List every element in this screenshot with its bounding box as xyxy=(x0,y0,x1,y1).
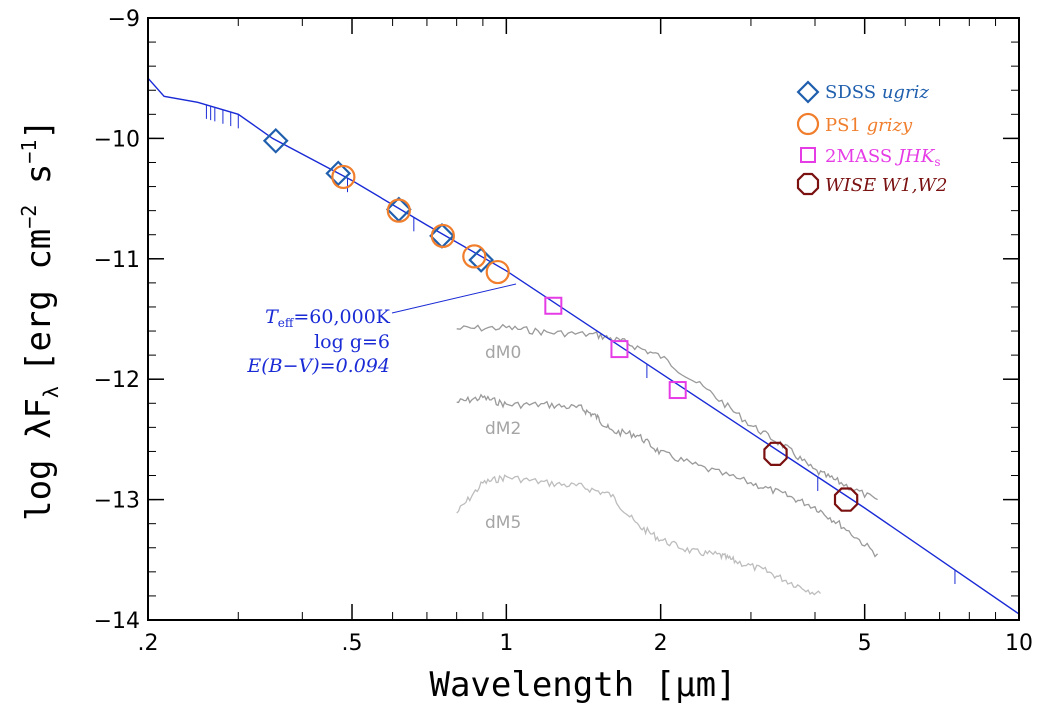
x-tick-label: .5 xyxy=(342,631,363,656)
sdss-point xyxy=(385,196,412,223)
sdss-point xyxy=(262,127,289,154)
x-axis-title: Wavelength [μm] xyxy=(429,665,736,705)
template-spectrum-dm2 xyxy=(456,393,879,558)
model-spectrum xyxy=(147,77,1020,615)
template-label-dm5: dM5 xyxy=(485,513,521,533)
x-tick-label: 1 xyxy=(499,631,513,656)
model-ebv-label: E(B−V)=0.094 xyxy=(246,355,390,377)
y-axis-title-units: [erg cm xyxy=(19,229,59,372)
x-tick-label: 2 xyxy=(654,631,668,656)
circle-marker-icon xyxy=(796,112,820,136)
ps1-point xyxy=(462,244,487,269)
x-tick-label: .2 xyxy=(138,631,159,656)
y-axis-title-exp2: −1 xyxy=(17,140,41,164)
sdss-point xyxy=(429,223,455,249)
photometry-points xyxy=(262,127,859,512)
x-tick-label: 5 xyxy=(858,631,872,656)
legend-label-sdss: SDSS ugriz xyxy=(825,82,929,103)
y-axis-title-close: ] xyxy=(19,119,59,139)
2mass-point xyxy=(544,296,563,315)
2mass-point xyxy=(610,340,629,359)
teff-value: =60,000K xyxy=(293,306,390,328)
ps1-point xyxy=(430,223,455,249)
legend-label-ps1: PS1 grizy xyxy=(825,115,913,136)
x-tick-label: 10 xyxy=(1005,631,1033,656)
legend-entry-ps1: PS1 grizy xyxy=(796,112,913,136)
y-tick-label: −14 xyxy=(94,609,140,634)
legend-label-wise: WISE W1,W2 xyxy=(825,175,947,196)
y-axis-title: log λFλ [erg cm−2 s−1] xyxy=(17,119,63,521)
model-annotation-line xyxy=(391,283,517,314)
legend-entry-2mass: 2MASS JHKs xyxy=(800,146,941,169)
y-axis-title-exp1: −2 xyxy=(17,205,41,229)
y-tick-label: −13 xyxy=(94,489,140,514)
teff-symbol: T xyxy=(265,306,279,328)
ps1-point xyxy=(331,164,356,190)
sdss-point xyxy=(468,247,495,273)
ps1-point xyxy=(386,198,411,223)
wise-point xyxy=(833,487,859,512)
template-spectrum-dm5 xyxy=(456,474,821,596)
template-label-dm0: dM0 xyxy=(485,343,521,363)
diamond-marker-icon xyxy=(796,80,820,104)
legend-label-2mass: 2MASS JHKs xyxy=(825,146,941,169)
legend: SDSS ugriz PS1 grizy 2MASS JHKs WISE W1,… xyxy=(796,80,947,196)
y-axis-title-main: log λF xyxy=(19,398,59,521)
tick-labels: .2 .5 1 2 5 10 −9 −10 −11 −12 −13 −14 xyxy=(94,7,1033,656)
legend-entry-wise: WISE W1,W2 xyxy=(796,172,947,196)
plot-frame xyxy=(147,17,1020,621)
template-spectra: dM0 dM2 dM5 xyxy=(456,323,879,596)
square-marker-icon xyxy=(800,147,816,163)
model-logg-label: log g=6 xyxy=(314,331,390,353)
model-teff-label: Teff=60,000K xyxy=(265,306,391,330)
wise-point xyxy=(763,441,788,466)
teff-subscript: eff xyxy=(278,316,295,330)
y-axis-title-units2: s xyxy=(19,164,59,205)
legend-entry-sdss: SDSS ugriz xyxy=(796,80,929,104)
ps1-point xyxy=(485,259,510,285)
template-spectrum-dm0 xyxy=(456,323,878,501)
model-spectrum-line xyxy=(147,77,1020,615)
y-tick-label: −10 xyxy=(94,127,140,152)
y-tick-label: −9 xyxy=(108,7,140,32)
y-axis-title-sub: λ xyxy=(39,386,63,398)
y-tick-label: −11 xyxy=(94,248,140,273)
y-tick-label: −12 xyxy=(94,368,140,393)
template-label-dm2: dM2 xyxy=(485,419,521,439)
2mass-point xyxy=(668,381,687,400)
octagon-marker-icon xyxy=(796,172,820,196)
